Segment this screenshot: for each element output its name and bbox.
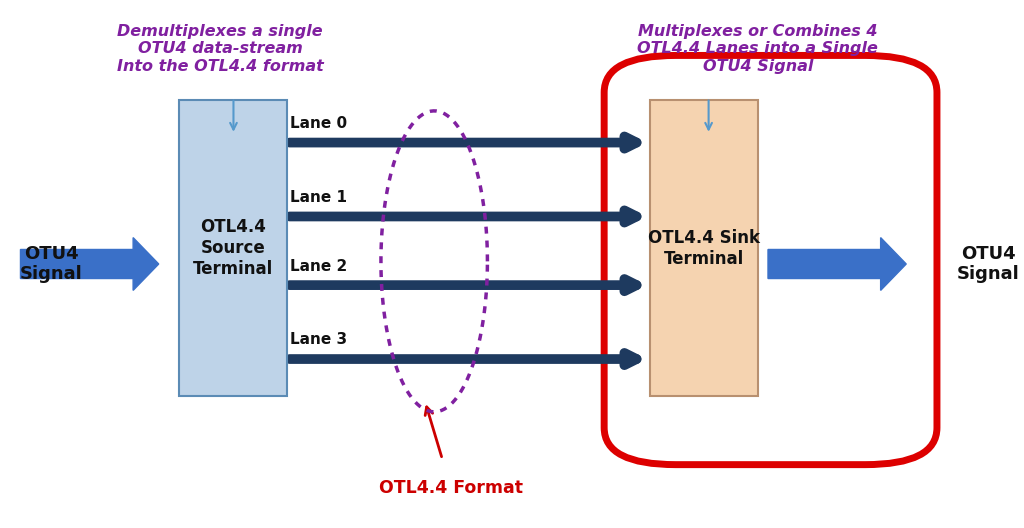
Text: Lane 1: Lane 1 <box>290 190 347 205</box>
FancyArrow shape <box>768 238 906 290</box>
Text: OTL4.4 Format: OTL4.4 Format <box>379 479 522 497</box>
Text: Demultiplexes a single
OTU4 data-stream
Into the OTL4.4 format: Demultiplexes a single OTU4 data-stream … <box>117 24 324 73</box>
Text: OTU4
Signal: OTU4 Signal <box>956 244 1020 284</box>
Bar <box>650 100 758 396</box>
Text: Lane 3: Lane 3 <box>290 333 347 347</box>
Text: Lane 2: Lane 2 <box>290 259 347 274</box>
Text: OTU4
Signal: OTU4 Signal <box>19 244 83 284</box>
Text: Lane 0: Lane 0 <box>290 116 347 131</box>
Text: OTL4.4
Source
Terminal: OTL4.4 Source Terminal <box>193 219 273 278</box>
Text: OTL4.4 Sink
Terminal: OTL4.4 Sink Terminal <box>648 229 760 268</box>
Bar <box>179 100 287 396</box>
FancyArrow shape <box>20 238 159 290</box>
Text: Multiplexes or Combines 4
OTL4.4 Lanes into a Single
OTU4 Signal: Multiplexes or Combines 4 OTL4.4 Lanes i… <box>637 24 879 73</box>
